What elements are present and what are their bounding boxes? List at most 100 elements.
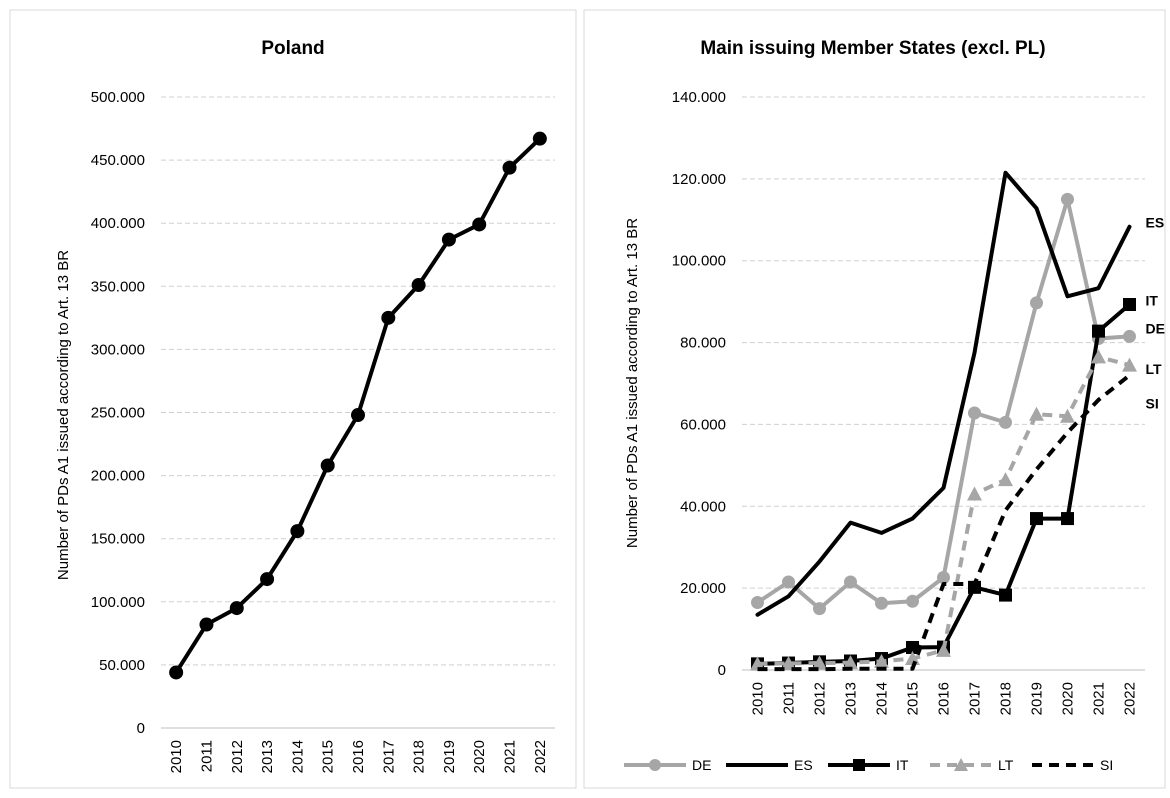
x-tick-label: 2015 [320, 740, 337, 773]
series-1 [169, 131, 547, 680]
data-point [751, 595, 764, 609]
data-point [1029, 406, 1044, 421]
x-tick-label: 2019 [1029, 682, 1046, 715]
data-point [906, 640, 919, 654]
y-axis-label: Number of PDs A1 issued according to Art… [55, 250, 72, 580]
y-tick-label: 100.000 [91, 594, 145, 611]
x-tick-label: 2018 [411, 740, 428, 773]
series-end-label: LT [1146, 361, 1163, 377]
y-tick-label: 500.000 [91, 89, 145, 106]
chart-border [9, 9, 577, 789]
data-point [1092, 324, 1105, 338]
y-tick-label: 50.000 [99, 657, 145, 674]
series-end-label: SI [1146, 395, 1159, 411]
y-tick-label: 300.000 [91, 341, 145, 358]
series-es: ES [755, 170, 1164, 617]
series-line [755, 170, 1132, 617]
data-point [874, 653, 889, 668]
y-tick-label: 0 [137, 720, 145, 737]
data-point [1061, 192, 1074, 206]
x-tick-label: 2014 [289, 740, 306, 773]
x-tick-label: 2012 [229, 740, 246, 773]
data-point [998, 472, 1013, 487]
series-lt: LT [750, 349, 1163, 671]
data-point [967, 486, 982, 501]
legend-label: SI [1100, 757, 1113, 773]
data-point [999, 415, 1012, 429]
chart-panel-poland: Poland Number of PDs A1 issued according… [9, 9, 577, 789]
data-point [1060, 408, 1075, 423]
x-tick-label: 2011 [198, 740, 215, 772]
data-point [968, 406, 981, 420]
legend-label: ES [794, 757, 813, 773]
x-tick-label: 2013 [259, 740, 276, 773]
y-tick-label: 350.000 [91, 278, 145, 295]
legend-marker [649, 759, 661, 771]
y-tick-label: 250.000 [91, 405, 145, 422]
data-point [532, 131, 547, 146]
data-point [999, 588, 1012, 602]
data-point [1061, 512, 1074, 526]
x-tick-label: 2015 [905, 682, 922, 715]
y-tick-label: 20.000 [680, 580, 726, 597]
data-point [441, 232, 456, 247]
data-point [781, 655, 796, 670]
data-point [1122, 357, 1137, 372]
x-tick-label: 2012 [812, 682, 829, 715]
data-point [260, 572, 275, 587]
chart-border [583, 9, 1166, 789]
x-tick-label: 2020 [1060, 682, 1077, 715]
data-point [1030, 512, 1043, 526]
y-tick-label: 150.000 [91, 531, 145, 548]
legend-marker [853, 759, 865, 771]
x-tick-label: 2011 [781, 682, 798, 714]
data-point [843, 655, 858, 670]
chart-title: Main issuing Member States (excl. PL) [700, 38, 1045, 59]
legend-label: LT [998, 757, 1014, 773]
data-point [1091, 349, 1106, 364]
data-point [937, 571, 950, 585]
x-tick-label: 2014 [874, 682, 891, 715]
x-tick-label: 2017 [967, 682, 984, 715]
x-tick-label: 2013 [843, 682, 860, 715]
data-point [169, 665, 184, 680]
y-axis-label: Number of PDs A1 issued according to Art… [624, 218, 641, 548]
x-tick-label: 2010 [168, 740, 185, 773]
x-tick-label: 2017 [380, 740, 397, 773]
y-tick-label: 0 [718, 662, 726, 679]
x-tick-label: 2020 [471, 740, 488, 773]
x-tick-label: 2016 [350, 740, 367, 773]
data-point [472, 217, 487, 232]
data-point [906, 594, 919, 608]
data-point [381, 310, 396, 325]
y-tick-label: 100.000 [672, 253, 726, 270]
legend: DE ES IT LT SI [624, 757, 1113, 773]
x-tick-label: 2021 [1091, 682, 1108, 715]
y-tick-label: 120.000 [672, 171, 726, 188]
series-line [757, 373, 1131, 672]
data-point [812, 655, 827, 670]
series-si: SI [757, 373, 1159, 672]
x-tick-label: 2021 [502, 740, 519, 773]
y-tick-label: 200.000 [91, 468, 145, 485]
y-tick-label: 450.000 [91, 152, 145, 169]
series-de: DE [751, 192, 1165, 616]
data-point [813, 602, 826, 616]
data-point [782, 575, 795, 589]
data-point [351, 408, 365, 423]
legend-marker [954, 758, 968, 771]
data-point [502, 160, 517, 175]
chart-title: Poland [261, 38, 324, 59]
data-point [750, 656, 765, 671]
data-point [1030, 296, 1043, 310]
series-end-label: DE [1146, 320, 1165, 336]
series-end-label: IT [1146, 293, 1159, 309]
data-point [411, 278, 426, 293]
chart-panel-member-states: Main issuing Member States (excl. PL) Nu… [583, 9, 1166, 789]
data-point [229, 601, 244, 616]
data-point [936, 642, 951, 657]
x-tick-label: 2010 [750, 682, 767, 715]
data-point [844, 575, 857, 589]
